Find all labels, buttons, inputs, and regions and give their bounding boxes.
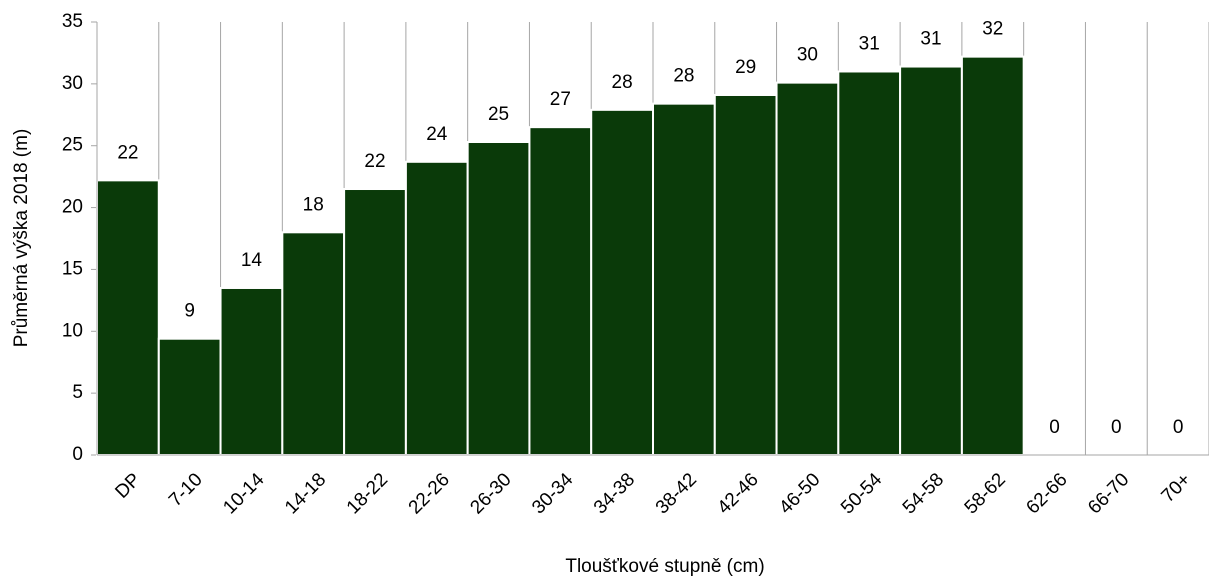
bar <box>775 81 840 457</box>
bar <box>528 126 593 457</box>
bar <box>960 55 1025 456</box>
bar <box>343 188 407 456</box>
value-label: 30 <box>797 45 818 66</box>
value-label: 0 <box>1049 417 1060 438</box>
x-tick-label: 58-62 <box>961 469 1010 518</box>
bar <box>281 231 346 456</box>
bar <box>837 70 902 456</box>
x-tick-label: DP <box>111 469 145 503</box>
y-tick-label: 10 <box>62 320 83 341</box>
value-label: 18 <box>303 194 324 215</box>
bar <box>466 141 531 456</box>
x-tick-label: 46-50 <box>775 469 824 518</box>
bar <box>899 65 963 456</box>
bar <box>96 179 160 456</box>
bar <box>219 286 284 456</box>
value-label: 9 <box>184 301 195 322</box>
x-tick-label: 50-54 <box>837 469 887 519</box>
y-tick-label: 5 <box>72 382 83 403</box>
value-label: 29 <box>735 57 756 78</box>
x-tick-label: 38-42 <box>652 469 701 518</box>
x-tick-label: 26-30 <box>466 469 515 518</box>
bar <box>652 102 716 456</box>
value-label: 14 <box>241 250 263 271</box>
x-tick-label: 10-14 <box>219 469 269 519</box>
x-tick-label: 70+ <box>1158 469 1196 507</box>
y-tick-label: 0 <box>72 444 83 465</box>
value-label: 0 <box>1111 417 1122 438</box>
value-label: 22 <box>117 142 138 163</box>
value-label: 28 <box>673 66 694 87</box>
x-tick-label: 54-58 <box>899 469 948 518</box>
x-tick-label: 42-46 <box>714 469 763 518</box>
bar <box>157 337 222 456</box>
value-label: 0 <box>1173 417 1184 438</box>
value-label: 27 <box>550 89 571 110</box>
value-label: 31 <box>859 34 880 55</box>
bar <box>404 160 469 456</box>
bar <box>713 93 778 457</box>
y-axis-title: Průměrná výška 2018 (m) <box>11 129 32 348</box>
x-tick-label: 22-26 <box>405 469 454 518</box>
bar <box>590 108 655 457</box>
x-tick-label: 34-38 <box>590 469 639 518</box>
x-tick-label: 7-10 <box>165 469 207 511</box>
x-tick-label: 66-70 <box>1084 469 1133 518</box>
x-tick-label: 14-18 <box>281 469 330 518</box>
value-label: 25 <box>488 104 509 125</box>
x-tick-label: 62-66 <box>1022 469 1071 518</box>
value-label: 24 <box>426 124 448 145</box>
value-label: 28 <box>612 72 633 93</box>
y-tick-label: 30 <box>62 73 83 94</box>
x-axis-title: Tloušťkové stupně (cm) <box>565 556 764 577</box>
x-tick-label: 18-22 <box>343 469 392 518</box>
x-tick-label: 30-34 <box>528 469 578 519</box>
value-label: 22 <box>364 151 385 172</box>
y-tick-label: 20 <box>62 197 83 218</box>
value-label: 32 <box>982 19 1003 40</box>
y-tick-label: 25 <box>62 135 83 156</box>
y-tick-label: 35 <box>62 11 83 32</box>
value-label: 31 <box>920 29 941 50</box>
y-tick-label: 15 <box>62 258 83 279</box>
